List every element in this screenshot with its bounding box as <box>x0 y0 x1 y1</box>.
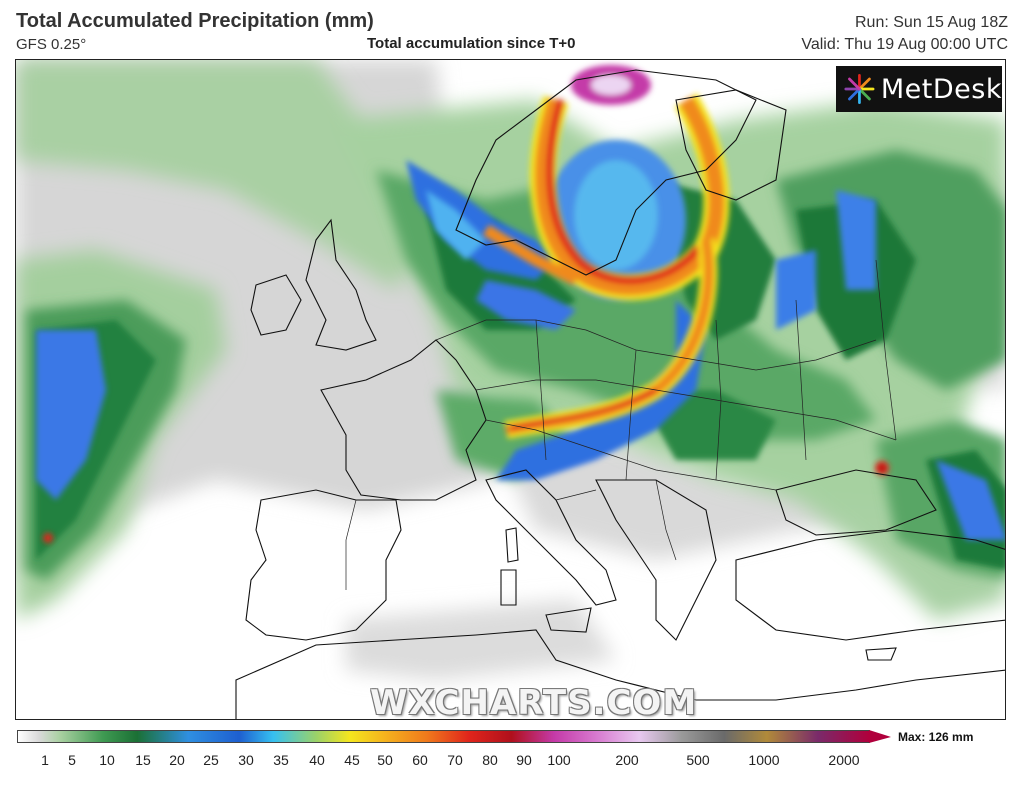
scale-tick-label: 200 <box>615 752 639 768</box>
scale-tick-label: 20 <box>169 752 185 768</box>
max-value-label: Max: 126 mm <box>898 730 974 744</box>
scale-tick-label: 50 <box>377 752 393 768</box>
precip-layer-max <box>43 65 889 543</box>
scale-tick-label: 35 <box>273 752 289 768</box>
scale-tick-label: 60 <box>412 752 428 768</box>
valid-time: Valid: Thu 19 Aug 00:00 UTC <box>801 36 1008 53</box>
map-canvas <box>16 60 1005 719</box>
scale-tick-label: 500 <box>686 752 710 768</box>
coastlines <box>235 69 1005 719</box>
metdesk-logo: MetDesk <box>836 66 1002 112</box>
color-scale-bar <box>17 730 870 743</box>
scale-arrow-icon <box>869 730 891 743</box>
scale-tick-label: 45 <box>344 752 360 768</box>
country-borders <box>345 259 897 590</box>
scale-tick-label: 70 <box>447 752 463 768</box>
scale-tick-label: 15 <box>135 752 151 768</box>
metdesk-burst-icon <box>844 74 875 104</box>
chart-title: Total Accumulated Precipitation (mm) <box>16 10 374 32</box>
run-time: Run: Sun 15 Aug 18Z <box>855 14 1008 31</box>
scale-tick-label: 80 <box>482 752 498 768</box>
precipitation-map[interactable] <box>15 59 1006 720</box>
precip-layer-cyan <box>426 160 658 270</box>
scale-tick-label: 90 <box>516 752 532 768</box>
scale-tick-label: 2000 <box>828 752 860 768</box>
scale-tick-label: 40 <box>309 752 325 768</box>
scale-tick-label: 10 <box>99 752 115 768</box>
scale-tick-label: 1000 <box>748 752 780 768</box>
scale-tick-label: 30 <box>238 752 254 768</box>
model-label: GFS 0.25° <box>16 36 87 53</box>
logo-text: MetDesk <box>880 73 1002 105</box>
scale-tick-label: 1 <box>41 752 49 768</box>
chart-subtitle: Total accumulation since T+0 <box>367 35 576 52</box>
scale-tick-label: 5 <box>68 752 76 768</box>
scale-tick-label: 100 <box>547 752 571 768</box>
scale-tick-label: 25 <box>203 752 219 768</box>
watermark: WXCHARTS.COM <box>370 683 698 723</box>
